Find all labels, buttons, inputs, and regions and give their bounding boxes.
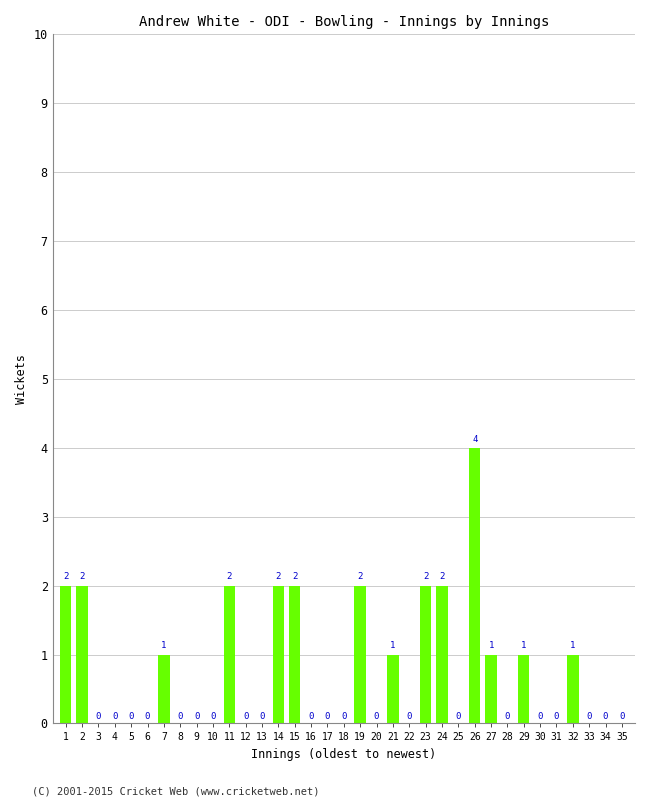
X-axis label: Innings (oldest to newest): Innings (oldest to newest): [251, 748, 436, 761]
Text: 1: 1: [161, 642, 166, 650]
Bar: [387, 654, 398, 723]
Text: 0: 0: [619, 712, 625, 721]
Text: 0: 0: [325, 712, 330, 721]
Text: 2: 2: [227, 573, 232, 582]
Text: 1: 1: [390, 642, 396, 650]
Text: 1: 1: [521, 642, 527, 650]
Text: (C) 2001-2015 Cricket Web (www.cricketweb.net): (C) 2001-2015 Cricket Web (www.cricketwe…: [32, 786, 320, 796]
Text: 2: 2: [276, 573, 281, 582]
Bar: [289, 586, 300, 723]
Bar: [486, 654, 497, 723]
Bar: [469, 448, 480, 723]
Text: 1: 1: [570, 642, 575, 650]
Text: 1: 1: [488, 642, 494, 650]
Text: 0: 0: [194, 712, 200, 721]
Y-axis label: Wickets: Wickets: [15, 354, 28, 404]
Bar: [436, 586, 448, 723]
Bar: [273, 586, 284, 723]
Text: 0: 0: [341, 712, 346, 721]
Text: 2: 2: [439, 573, 445, 582]
Text: 0: 0: [554, 712, 559, 721]
Text: 2: 2: [79, 573, 84, 582]
Text: 0: 0: [456, 712, 461, 721]
Text: 2: 2: [292, 573, 298, 582]
Text: 0: 0: [243, 712, 248, 721]
Text: 0: 0: [538, 712, 543, 721]
Text: 0: 0: [603, 712, 608, 721]
Bar: [77, 586, 88, 723]
Text: 0: 0: [177, 712, 183, 721]
Text: 0: 0: [112, 712, 118, 721]
Text: 0: 0: [504, 712, 510, 721]
Text: 0: 0: [129, 712, 134, 721]
Bar: [518, 654, 530, 723]
Bar: [60, 586, 72, 723]
Title: Andrew White - ODI - Bowling - Innings by Innings: Andrew White - ODI - Bowling - Innings b…: [138, 15, 549, 29]
Bar: [354, 586, 366, 723]
Bar: [158, 654, 170, 723]
Text: 0: 0: [96, 712, 101, 721]
Text: 0: 0: [586, 712, 592, 721]
Text: 0: 0: [309, 712, 314, 721]
Text: 2: 2: [63, 573, 68, 582]
Text: 0: 0: [259, 712, 265, 721]
Text: 4: 4: [472, 434, 477, 444]
Bar: [224, 586, 235, 723]
Text: 0: 0: [407, 712, 412, 721]
Text: 0: 0: [211, 712, 216, 721]
Bar: [420, 586, 432, 723]
Text: 2: 2: [358, 573, 363, 582]
Text: 0: 0: [145, 712, 150, 721]
Text: 0: 0: [374, 712, 379, 721]
Bar: [567, 654, 578, 723]
Text: 2: 2: [423, 573, 428, 582]
